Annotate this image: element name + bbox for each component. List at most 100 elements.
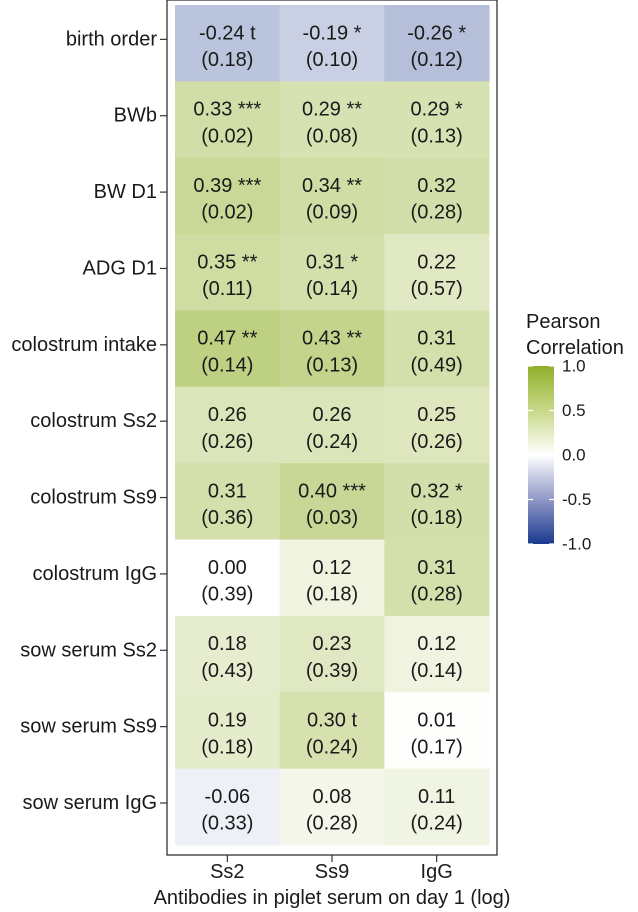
cell-correlation-label: 0.29 **: [302, 99, 362, 121]
cell-pvalue-label: (0.14): [411, 660, 463, 682]
cell-pvalue-label: (0.02): [201, 125, 253, 147]
heatmap-cell: [279, 539, 385, 617]
cell-correlation-label: 0.43 **: [302, 328, 362, 350]
heatmap-cell: [279, 157, 385, 235]
cell-pvalue-label: (0.18): [201, 736, 253, 758]
cell-pvalue-label: (0.57): [411, 278, 463, 300]
cell-correlation-label: 0.31: [417, 557, 456, 579]
cell-correlation-label: 0.33 ***: [193, 99, 261, 121]
cell-pvalue-label: (0.36): [201, 507, 253, 529]
cell-correlation-label: 0.12: [417, 633, 456, 655]
cell-correlation-label: 0.30 t: [307, 710, 357, 732]
cell-pvalue-label: (0.28): [411, 584, 463, 606]
cell-correlation-label: 0.23: [313, 633, 352, 655]
y-tick-label: ADG D1: [83, 257, 157, 279]
cell-pvalue-label: (0.24): [306, 736, 358, 758]
cell-pvalue-label: (0.02): [201, 202, 253, 224]
cell-correlation-label: 0.08: [313, 786, 352, 808]
heatmap-cell-labels: -0.24 t (0.18) -0.19 * (0.10) -0.26 * (0.12) 0…: [193, 22, 466, 834]
cell-pvalue-label: (0.12): [411, 49, 463, 71]
cell-pvalue-label: (0.14): [201, 354, 253, 376]
cell-correlation-label: 0.01: [417, 710, 456, 732]
cell-correlation-label: 0.40 ***: [298, 480, 366, 502]
heatmap-cells: [175, 5, 490, 846]
cell-correlation-label: 0.26: [313, 404, 352, 426]
legend-tick-label: 0.0: [562, 446, 586, 465]
cell-correlation-label: 0.39 ***: [193, 175, 261, 197]
cell-pvalue-label: (0.18): [201, 49, 253, 71]
x-tick-label: IgG: [421, 861, 453, 883]
heatmap-cell: [175, 615, 281, 693]
y-tick-label: colostrum intake: [11, 334, 157, 356]
heatmap-cell: [279, 692, 385, 770]
cell-correlation-label: 0.32: [417, 175, 456, 197]
cell-correlation-label: 0.29 *: [411, 99, 463, 121]
heatmap-cell: [384, 768, 490, 846]
cell-pvalue-label: (0.13): [306, 354, 358, 376]
cell-pvalue-label: (0.24): [411, 813, 463, 835]
cell-pvalue-label: (0.11): [202, 278, 253, 300]
cell-correlation-label: 0.00: [208, 557, 247, 579]
heatmap-cell: [279, 310, 385, 388]
cell-correlation-label: 0.19: [208, 710, 247, 732]
y-axis-labels: birth order BWb BW D1 ADG D1 colostrum intak…: [11, 28, 167, 814]
color-legend: Pearson Correlation 1.0 0.5 0.0 -0.5 -1.0: [526, 311, 624, 554]
heatmap-cell: [384, 5, 490, 82]
heatmap-cell: [384, 81, 490, 159]
heatmap-cell: [279, 234, 385, 311]
heatmap-cell: [384, 539, 490, 617]
heatmap-cell: [279, 768, 385, 846]
cell-pvalue-label: (0.09): [306, 202, 358, 224]
heatmap-cell: [175, 768, 281, 846]
heatmap-cell: [384, 310, 490, 388]
cell-pvalue-label: (0.26): [201, 431, 253, 453]
y-tick-label: colostrum Ss2: [30, 410, 157, 432]
heatmap-cell: [279, 81, 385, 159]
x-tick-label: Ss9: [315, 861, 349, 883]
cell-correlation-label: 0.31: [208, 480, 247, 502]
heatmap-cell: [279, 615, 385, 693]
heatmap-cell: [175, 386, 281, 464]
cell-pvalue-label: (0.28): [411, 202, 463, 224]
heatmap-cell: [175, 539, 281, 617]
y-tick-label: BW D1: [94, 181, 157, 203]
cell-pvalue-label: (0.28): [306, 813, 358, 835]
y-tick-label: sow serum IgG: [23, 792, 157, 814]
cell-correlation-label: 0.47 **: [197, 328, 257, 350]
heatmap-cell: [384, 234, 490, 311]
heatmap-cell: [384, 463, 490, 541]
cell-correlation-label: 0.11: [418, 786, 455, 808]
cell-correlation-label: -0.24 t: [199, 22, 256, 44]
cell-correlation-label: 0.12: [313, 557, 352, 579]
cell-pvalue-label: (0.10): [306, 49, 358, 71]
y-tick-label: colostrum Ss9: [30, 487, 157, 509]
cell-pvalue-label: (0.14): [306, 278, 358, 300]
legend-tick-label: -0.5: [562, 490, 591, 509]
cell-correlation-label: -0.06: [205, 786, 251, 808]
legend-ticks: 1.0 0.5 0.0 -0.5 -1.0: [528, 357, 591, 554]
cell-correlation-label: 0.32 *: [411, 480, 463, 502]
heatmap-cell: [384, 615, 490, 693]
cell-pvalue-label: (0.39): [306, 660, 358, 682]
x-axis-labels: Ss2 Ss9 IgG: [210, 855, 453, 883]
y-tick-label: BWb: [114, 105, 157, 127]
cell-pvalue-label: (0.03): [306, 507, 358, 529]
heatmap-cell: [175, 310, 281, 388]
cell-correlation-label: 0.31 *: [306, 251, 358, 273]
cell-correlation-label: 0.25: [417, 404, 456, 426]
cell-correlation-label: 0.34 **: [302, 175, 362, 197]
cell-pvalue-label: (0.18): [306, 584, 358, 606]
legend-title-line2: Correlation: [526, 337, 624, 359]
cell-pvalue-label: (0.24): [306, 431, 358, 453]
heatmap-cell: [279, 386, 385, 464]
legend-title-line1: Pearson: [526, 311, 601, 333]
cell-correlation-label: 0.22: [417, 251, 456, 273]
cell-pvalue-label: (0.43): [201, 660, 253, 682]
cell-correlation-label: -0.19 *: [303, 22, 362, 44]
y-tick-label: sow serum Ss9: [20, 716, 157, 738]
cell-correlation-label: 0.35 **: [197, 251, 257, 273]
heatmap-cell: [175, 463, 281, 541]
x-axis-title: Antibodies in piglet serum on day 1 (log…: [154, 887, 511, 909]
cell-pvalue-label: (0.08): [306, 125, 358, 147]
legend-tick-label: -1.0: [562, 535, 591, 554]
